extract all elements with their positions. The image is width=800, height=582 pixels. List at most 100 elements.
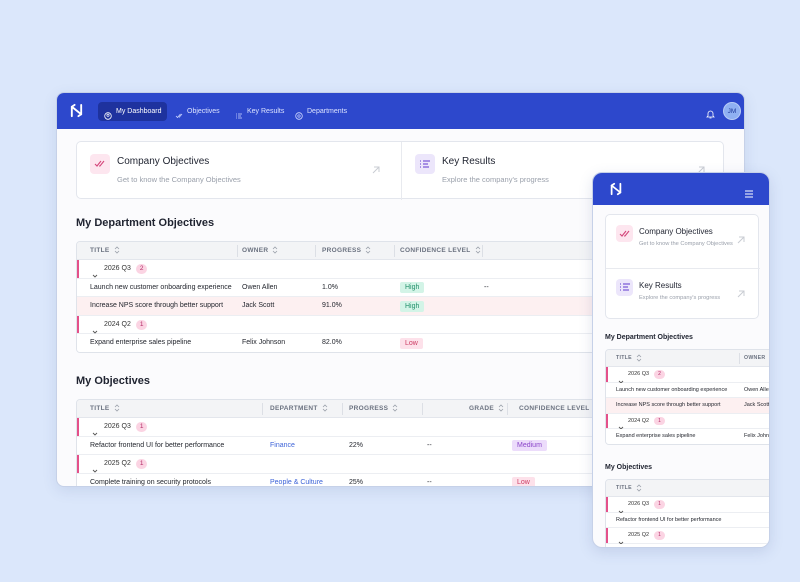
- column-header[interactable]: GRADE: [469, 400, 504, 418]
- column-label: GRADE: [469, 405, 494, 412]
- sort-icon: [110, 246, 120, 254]
- column-header[interactable]: CONFIDENCE LEVEL: [400, 242, 481, 260]
- column-divider: [507, 403, 508, 415]
- icon-part: [273, 246, 278, 254]
- avatar[interactable]: JM: [723, 102, 741, 120]
- group-row[interactable]: 2025 Q2 1: [77, 455, 715, 474]
- icon-part: [365, 246, 371, 254]
- group-row[interactable]: 2025 Q2 1: [606, 528, 769, 545]
- sort-icon: [471, 246, 481, 254]
- icon-part: [610, 182, 622, 196]
- section-title: My Objectives: [76, 375, 150, 387]
- nav-label: Departments: [307, 108, 348, 115]
- group-row[interactable]: 2026 Q3 1: [606, 497, 769, 514]
- confidence-badge: Low: [512, 477, 535, 486]
- top-nav: My Dashboard Objectives Key Results Departm…: [57, 93, 744, 129]
- chevron: [92, 322, 98, 334]
- table-row[interactable]: Expand enterprise sales pipeline Felix Jo…: [77, 334, 715, 352]
- table-row[interactable]: Launch new customer onboarding experienc…: [77, 278, 715, 297]
- card-icon: [616, 225, 633, 242]
- group-name: 2024 Q2: [104, 320, 131, 328]
- icon-part: [420, 160, 430, 168]
- cell: Launch new customer onboarding experienc…: [90, 283, 232, 291]
- group-label: 2024 Q2 1: [628, 414, 665, 430]
- table-row[interactable]: Refactor frontend UI for better performa…: [77, 436, 715, 455]
- icon-part: [769, 354, 770, 362]
- icon-part: [104, 112, 112, 120]
- column-header[interactable]: TITLE: [616, 350, 642, 367]
- confidence-badge: High: [400, 282, 425, 294]
- table-row[interactable]: Launch new customer onboarding experienc…: [606, 382, 769, 398]
- card[interactable]: Key Results Explore the company's progres…: [606, 267, 760, 321]
- group-name: 2025 Q2: [104, 460, 131, 467]
- column-header[interactable]: TITLE: [90, 242, 120, 260]
- table-header: TITLE OWNER PROGRESS CONFIDENCE LEVEL: [77, 242, 715, 260]
- menu-button[interactable]: [744, 185, 754, 203]
- column-divider: [739, 353, 740, 364]
- card[interactable]: Company Objectives Get to know the Compan…: [77, 142, 401, 200]
- column-header[interactable]: OWNER: [242, 242, 278, 260]
- nav-item[interactable]: Key Results: [229, 102, 285, 121]
- icon-part: [114, 246, 119, 254]
- nav-icon: [235, 107, 243, 125]
- icon-part: [104, 112, 112, 120]
- chevron: [618, 372, 624, 384]
- column-header[interactable]: PROGRESS: [322, 242, 371, 260]
- group-row[interactable]: 2024 Q2 1: [606, 413, 769, 430]
- card[interactable]: Company Objectives Get to know the Compan…: [606, 215, 760, 268]
- cell: Finance: [270, 441, 295, 449]
- column-header[interactable]: CONFIDENCE LEVEL: [519, 400, 600, 418]
- group-count: 2: [654, 370, 665, 379]
- column-divider: [237, 245, 238, 257]
- table-row[interactable]: Expand enterprise sales pipeline Felix Jo…: [606, 429, 769, 444]
- icon-part: [737, 236, 745, 244]
- cell: 1.0%: [322, 283, 338, 291]
- chevron: [92, 266, 98, 278]
- group-count: 1: [135, 422, 148, 432]
- sort-icon: [494, 404, 504, 412]
- group-name: 2026 Q3: [628, 501, 650, 507]
- cards: Company Objectives Get to know the Compan…: [605, 214, 760, 321]
- table-row[interactable]: Complete training on security protocolsP…: [606, 543, 769, 547]
- card[interactable]: Key Results Explore the company's progres…: [401, 142, 725, 200]
- group-row[interactable]: 2026 Q3 2: [606, 367, 769, 384]
- icon-part: [619, 230, 629, 237]
- card-subtitle: Get to know the Company Objectives: [639, 241, 733, 247]
- group-name: 2026 Q3: [628, 371, 650, 377]
- nav-item[interactable]: Departments: [289, 102, 351, 121]
- group-row[interactable]: 2026 Q3 1: [77, 418, 715, 437]
- logo: [69, 103, 84, 123]
- icon-part: [236, 113, 242, 119]
- icon-part: [636, 484, 642, 492]
- group-row[interactable]: 2024 Q2 1: [77, 315, 715, 334]
- icon-part: [92, 274, 98, 278]
- notification-bell[interactable]: [706, 106, 715, 124]
- group-marker: [606, 497, 608, 512]
- icon-part: [92, 432, 98, 436]
- nav-item[interactable]: My Dashboard: [98, 102, 167, 121]
- confidence-badge: Medium: [512, 440, 547, 452]
- table-row[interactable]: Increase NPS score through better suppor…: [606, 398, 769, 414]
- cell: Felix Johnson: [242, 339, 286, 346]
- column-header[interactable]: TITLE: [90, 400, 120, 418]
- column-header[interactable]: OWNER: [744, 350, 770, 367]
- table-row[interactable]: Increase NPS score through better suppor…: [77, 297, 715, 316]
- icon-part: [745, 190, 753, 198]
- icon-part: [420, 160, 430, 168]
- icon-part: [297, 114, 301, 118]
- column-divider: [342, 403, 343, 415]
- group-count: 2: [135, 264, 148, 274]
- card-subtitle: Explore the company's progress: [639, 294, 721, 301]
- table-row[interactable]: Refactor frontend UI for better performa…: [606, 512, 769, 528]
- cell: Expand enterprise sales pipeline: [90, 339, 192, 346]
- column-header[interactable]: DEPARTMENT: [270, 400, 328, 418]
- column-header[interactable]: TITLE: [616, 480, 642, 497]
- nav-item[interactable]: Objectives: [169, 102, 225, 121]
- group-label: 2025 Q2 1: [104, 455, 148, 474]
- icon-part: [175, 113, 183, 119]
- mobile-window: Company Objectives Get to know the Compan…: [592, 172, 770, 548]
- column-header[interactable]: PROGRESS: [349, 400, 398, 418]
- group-marker: [77, 455, 79, 473]
- group-row[interactable]: 2026 Q3 2: [77, 260, 715, 279]
